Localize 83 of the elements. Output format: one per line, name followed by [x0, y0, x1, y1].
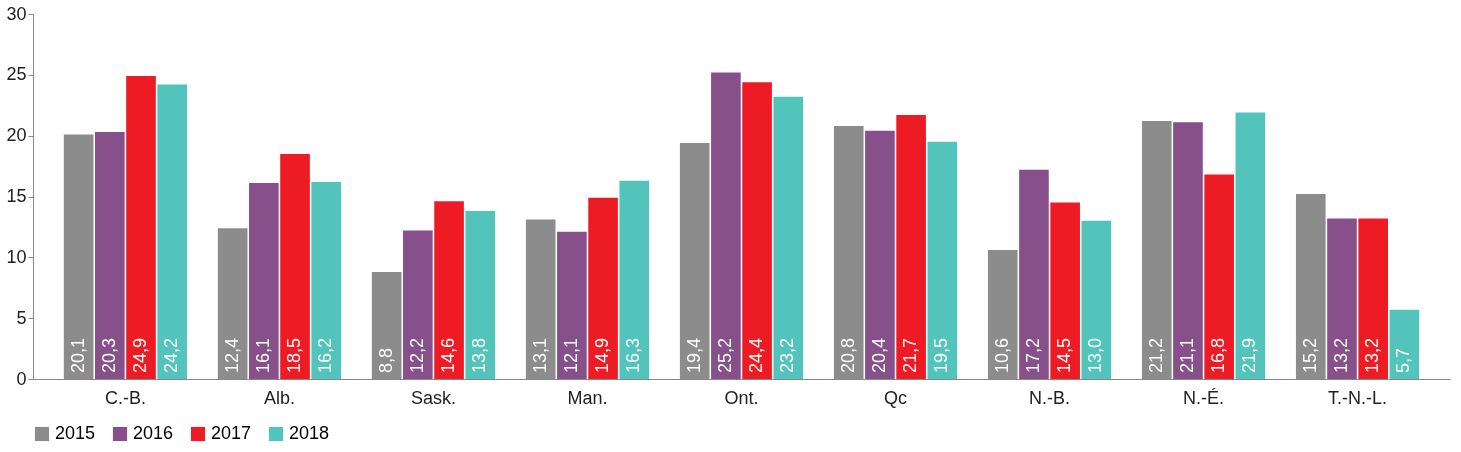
- bar: [311, 181, 342, 379]
- x-tick-label: Alb.: [263, 387, 295, 408]
- y-tick-label: 5: [16, 307, 27, 328]
- bar: [742, 82, 772, 379]
- x-tick-label: Sask.: [410, 387, 456, 408]
- data-label: 19,4: [683, 337, 704, 373]
- x-tick-label: Qc: [884, 387, 908, 408]
- x-tick-label: Ont.: [724, 387, 759, 408]
- legend-label: 2018: [289, 423, 330, 443]
- bar: [1327, 218, 1357, 379]
- bar: [1358, 218, 1388, 379]
- data-label: 12,1: [560, 337, 581, 373]
- bar: [249, 183, 279, 379]
- y-tick-label: 15: [6, 186, 27, 206]
- data-label: 24,4: [746, 337, 767, 373]
- bar: [588, 197, 618, 379]
- bar: [619, 180, 650, 379]
- bar: [1204, 174, 1234, 379]
- data-label: 19,5: [931, 337, 952, 373]
- data-label: 15,2: [1299, 337, 1320, 373]
- bar: [403, 230, 433, 379]
- bar: [1081, 220, 1112, 379]
- data-label: 13,2: [1330, 337, 1351, 373]
- y-tick-label: 20: [6, 125, 27, 146]
- data-label: 8,8: [375, 347, 396, 373]
- bar: [865, 130, 895, 379]
- data-label: 24,2: [161, 337, 182, 373]
- data-label: 17,2: [1022, 337, 1043, 373]
- data-label: 21,1: [1176, 337, 1197, 373]
- bar: [773, 96, 804, 379]
- bar: [711, 72, 741, 379]
- data-label: 12,2: [406, 337, 427, 373]
- y-tick-label: 0: [16, 368, 27, 389]
- data-label: 20,1: [67, 337, 88, 373]
- legend-label: 2016: [133, 423, 174, 443]
- bar: [95, 132, 125, 379]
- bar: [1389, 309, 1420, 379]
- data-label: 21,2: [1145, 337, 1166, 373]
- bar: [1050, 202, 1080, 379]
- bar: [157, 84, 188, 379]
- bar: [126, 76, 156, 379]
- data-label: 21,7: [900, 337, 921, 373]
- x-tick-label: T.-N.-L.: [1328, 387, 1388, 408]
- data-label: 24,9: [130, 337, 151, 373]
- data-label: 20,4: [868, 337, 889, 373]
- data-label: 13,8: [469, 337, 490, 373]
- bar: [1235, 112, 1266, 379]
- y-tick-label: 30: [6, 3, 27, 24]
- bar: [465, 211, 496, 379]
- data-label: 25,2: [714, 337, 735, 373]
- y-tick-label: 10: [6, 246, 27, 267]
- data-label: 16,8: [1208, 337, 1229, 373]
- data-label: 16,2: [315, 337, 336, 373]
- data-label: 5,7: [1393, 347, 1414, 373]
- bar: [1019, 169, 1049, 379]
- data-label: 12,4: [221, 337, 242, 373]
- data-label: 23,2: [777, 337, 798, 373]
- bar: [280, 153, 310, 379]
- data-label: 14,6: [438, 337, 459, 373]
- x-tick-label: N.-B.: [1029, 387, 1071, 408]
- bar: [1173, 122, 1203, 379]
- legend-label: 2017: [211, 423, 252, 443]
- x-tick-label: Man.: [567, 387, 608, 408]
- data-label: 14,9: [592, 337, 613, 373]
- bar: [557, 231, 587, 379]
- data-label: 13,1: [529, 337, 550, 373]
- data-label: 16,3: [623, 337, 644, 373]
- data-label: 21,9: [1239, 337, 1260, 373]
- data-label: 18,5: [284, 337, 305, 373]
- data-label: 20,8: [837, 337, 858, 373]
- legend-label: 2015: [55, 423, 96, 443]
- data-label: 20,3: [98, 337, 119, 373]
- bar: [927, 141, 958, 379]
- data-label: 13,2: [1362, 337, 1383, 373]
- bar: [896, 114, 926, 379]
- y-tick-label: 25: [6, 64, 27, 85]
- data-label: 16,1: [252, 337, 273, 373]
- bar: [434, 201, 464, 379]
- data-label: 13,0: [1085, 337, 1106, 373]
- x-tick-label: N.-É.: [1183, 387, 1225, 408]
- data-label: 10,6: [991, 337, 1012, 373]
- x-tick-label: C.-B.: [104, 387, 146, 408]
- data-label: 14,5: [1054, 337, 1075, 373]
